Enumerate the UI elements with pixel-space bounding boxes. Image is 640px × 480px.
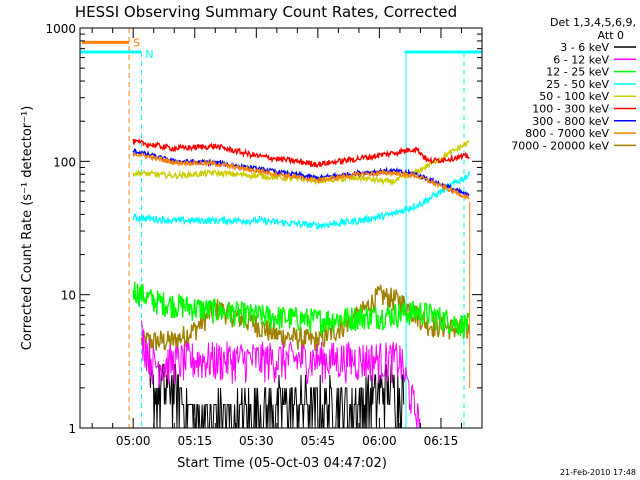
series-line-6	[132, 138, 470, 169]
x-tick-label: 05:15	[177, 434, 212, 448]
y-tick-label: 100	[53, 155, 76, 169]
x-tick-label: 05:30	[239, 434, 274, 448]
series-line-3	[132, 281, 470, 341]
axes: 1 10 100 1000 05:00 05:15 05:30 05:45 06:00 06:15…	[45, 22, 483, 448]
plot-frame	[79, 27, 483, 429]
x-tick-label: 06:00	[362, 434, 397, 448]
x-tick-label: 06:15	[424, 434, 459, 448]
night-label: N	[145, 48, 153, 61]
series-line-8	[132, 152, 470, 201]
series-line-1	[149, 363, 405, 428]
series-line-2	[140, 320, 421, 428]
y-axis-label: Corrected Count Rate (s⁻¹ detector⁻¹)	[20, 106, 35, 351]
x-tick-label: 05:00	[116, 434, 151, 448]
legend-label-8: 800 - 7000 keV	[525, 127, 609, 140]
saa-label: S	[133, 36, 140, 49]
y-tick-label: 1	[68, 422, 76, 436]
series-line-9	[140, 284, 471, 354]
legend-label-6: 100 - 300 keV	[532, 103, 609, 116]
legend-label-9: 7000 - 20000 keV	[511, 139, 609, 152]
legend-label-3: 12 - 25 keV	[546, 66, 609, 79]
x-axis-label: Start Time (05-Oct-03 04:47:02)	[177, 456, 387, 471]
legend-header-line-1: Det 1,3,4,5,6,9,	[550, 16, 636, 29]
legend-label-1: 3 - 6 keV	[560, 41, 609, 54]
y-tick-label: 10	[61, 289, 76, 303]
chart-title: HESSI Observing Summary Count Rates, Cor…	[75, 3, 457, 21]
series-line-4	[132, 170, 470, 230]
plot-area	[80, 28, 482, 428]
legend-label-4: 25 - 50 keV	[546, 78, 609, 91]
legend-label-7: 300 - 800 keV	[532, 115, 609, 128]
x-tick-label: 05:45	[301, 434, 336, 448]
legend-label-2: 6 - 12 keV	[553, 53, 609, 66]
footer-date: 21-Feb-2010 17:48	[560, 468, 636, 477]
legend-header-line-2: Att 0	[598, 29, 624, 42]
legend-label-5: 50 - 100 keV	[539, 90, 609, 103]
y-tick-label: 1000	[45, 22, 76, 36]
